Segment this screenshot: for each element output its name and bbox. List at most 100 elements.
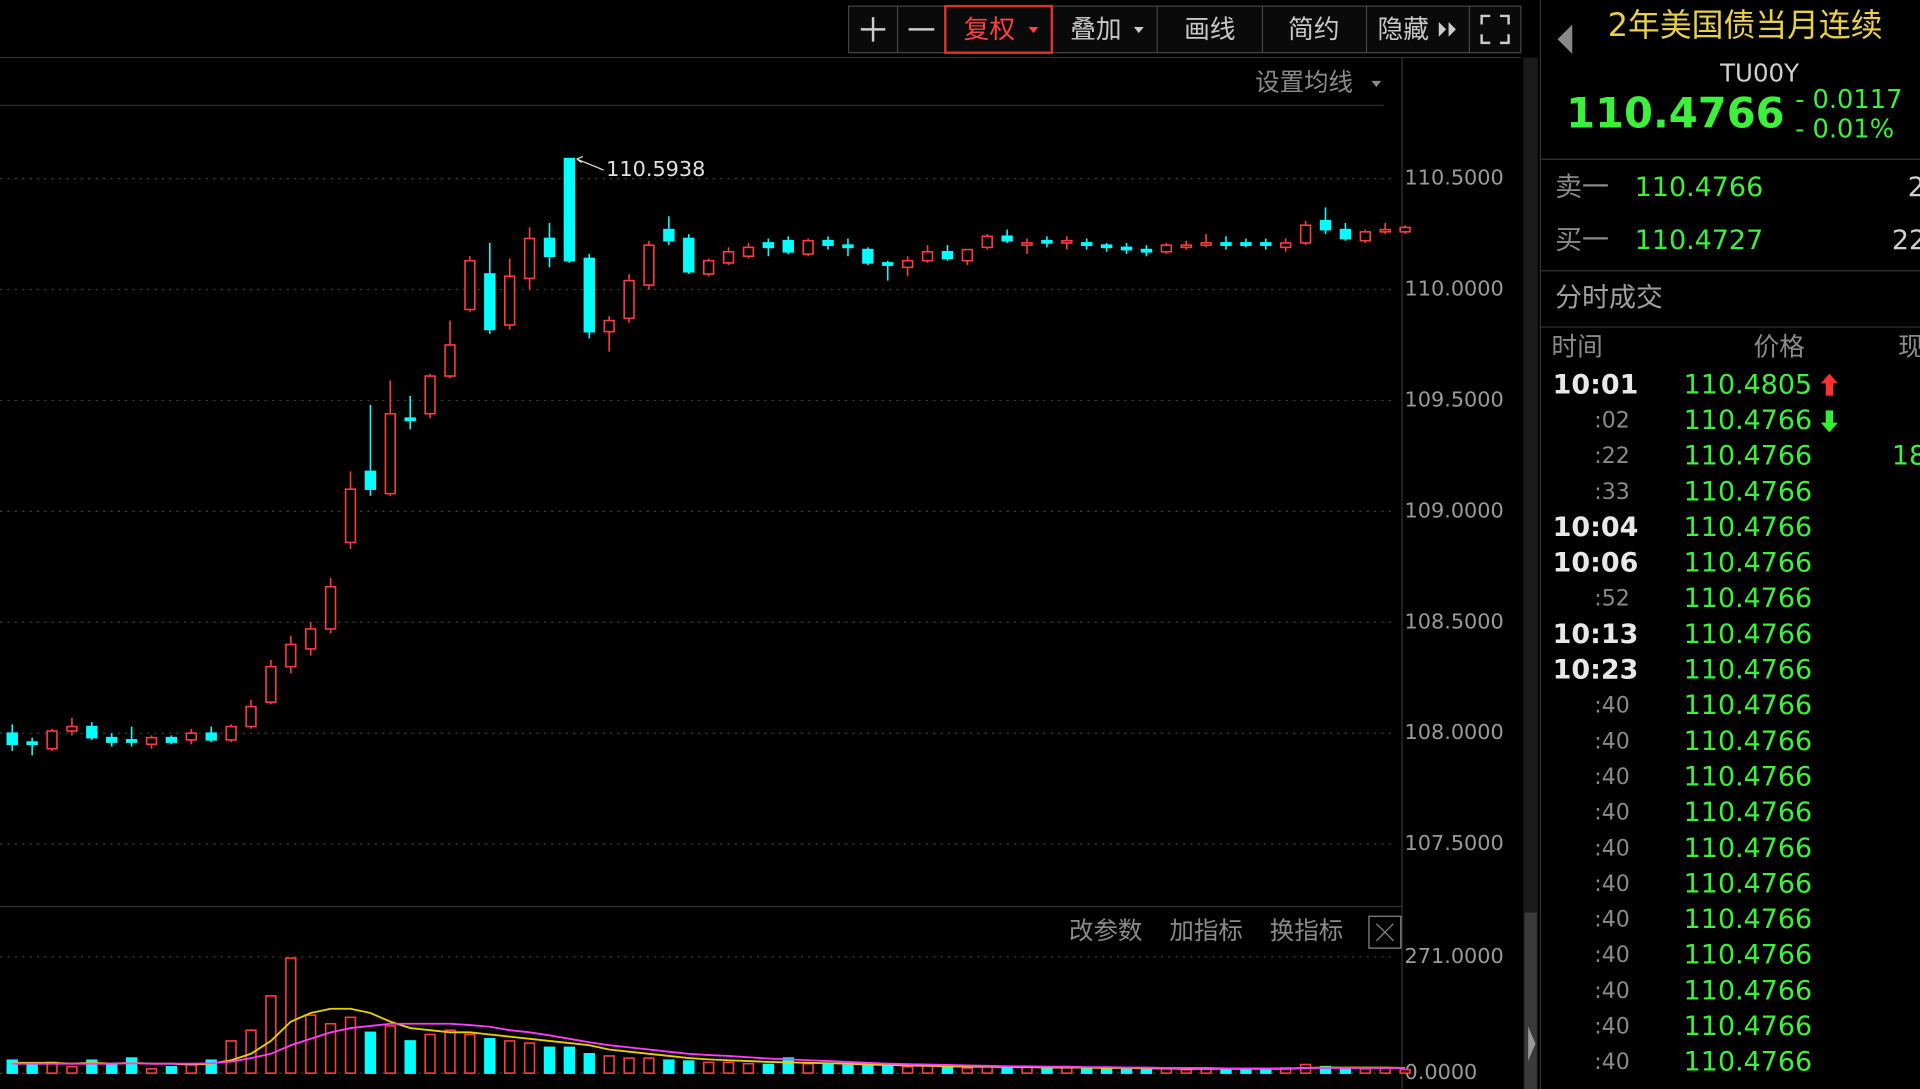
trade-time: 10:01	[1553, 369, 1639, 400]
trade-time: :40	[1594, 1015, 1629, 1040]
bid-label: 买一	[1555, 225, 1609, 256]
scrollbar[interactable]	[1523, 57, 1538, 1089]
trade-time: :40	[1594, 801, 1629, 826]
adjust-button[interactable]: 复权	[964, 15, 1015, 45]
trade-price: 110.4766	[1684, 797, 1813, 828]
close-indicator-button[interactable]	[1368, 915, 1402, 949]
volume-bar	[862, 1063, 874, 1074]
volume-bar	[663, 1059, 675, 1074]
candle-body	[742, 246, 755, 258]
trade-price: 110.4766	[1684, 583, 1813, 614]
ma-setting[interactable]: 设置均线	[1255, 67, 1353, 96]
annotation-arrow	[576, 155, 604, 171]
volume-bar	[185, 1063, 198, 1074]
candle-body	[106, 736, 118, 743]
candle-body	[1180, 244, 1192, 249]
candle-body	[464, 259, 476, 311]
candle-body	[504, 275, 516, 326]
volume-bar	[205, 1059, 217, 1074]
trade-price: 110.4805	[1684, 369, 1813, 400]
volume-bar	[305, 1014, 317, 1074]
volume-bar	[822, 1063, 834, 1074]
volume-bar	[324, 1022, 337, 1074]
simple-button[interactable]: 简约	[1288, 15, 1339, 45]
ask-label: 卖一	[1555, 172, 1609, 203]
trade-time: :40	[1594, 943, 1629, 968]
candle-body	[185, 732, 198, 741]
high-label: 110.5938	[606, 157, 705, 181]
volume-bar	[1180, 1068, 1192, 1074]
bid-volume: 22	[1892, 225, 1920, 256]
candle-body	[822, 239, 834, 246]
trade-price: 110.4766	[1684, 476, 1813, 507]
candle-body	[901, 259, 914, 269]
candle-body	[722, 251, 735, 264]
candle-body	[961, 248, 974, 262]
volume-bar	[364, 1031, 377, 1074]
candle-body	[981, 235, 993, 249]
candle-body	[225, 725, 237, 741]
volume-bar	[384, 1025, 396, 1074]
candle-body	[663, 228, 675, 242]
toolbar-frame	[847, 5, 1522, 54]
volume-bar	[265, 995, 277, 1074]
trade-time: :40	[1594, 836, 1629, 861]
bid-price: 110.4727	[1635, 225, 1764, 256]
column-header: 时间	[1551, 332, 1602, 362]
trade-time: 10:13	[1553, 619, 1639, 650]
indicator-button[interactable]: 加指标	[1169, 916, 1242, 945]
candle-body	[1339, 228, 1352, 240]
scrollbar-thumb[interactable]	[1524, 912, 1537, 1089]
volume-bar	[1240, 1068, 1252, 1074]
y-tick-label: 109.5000	[1404, 387, 1503, 411]
trade-price: 110.4766	[1684, 405, 1813, 436]
volume-bar	[285, 957, 297, 1074]
volume-bar	[106, 1063, 118, 1074]
overlay-button[interactable]: 叠加	[1070, 15, 1121, 45]
active-button-frame	[944, 4, 1054, 54]
candle-body	[543, 237, 556, 258]
candle-body	[1021, 242, 1033, 246]
zoom-in-button[interactable]	[860, 17, 886, 42]
candle-body	[643, 244, 655, 286]
volume-bar	[882, 1064, 894, 1074]
indicator-button[interactable]: 换指标	[1270, 916, 1343, 945]
volume-bar	[225, 1040, 237, 1074]
volume-bar	[702, 1061, 715, 1074]
indicator-button[interactable]: 改参数	[1069, 916, 1142, 945]
ask-price: 110.4766	[1635, 172, 1764, 203]
candle-body	[1280, 242, 1292, 249]
candle-body	[1160, 244, 1173, 253]
trade-price: 110.4766	[1684, 441, 1813, 472]
back-arrow[interactable]	[1557, 24, 1573, 54]
candle-body	[862, 248, 874, 264]
volume-bar	[623, 1057, 635, 1074]
volume-bar	[683, 1060, 695, 1074]
trade-price: 110.4766	[1684, 1011, 1813, 1042]
trade-time: :33	[1594, 480, 1629, 505]
candle-body	[1359, 231, 1371, 242]
candle-body	[802, 239, 814, 255]
y-tick-label: 110.0000	[1404, 277, 1503, 301]
draw-button[interactable]: 画线	[1184, 15, 1235, 45]
trade-time: 10:04	[1553, 512, 1639, 543]
candle-body	[1379, 228, 1391, 233]
hide-button[interactable]: 隐藏	[1378, 15, 1429, 45]
candle-body	[444, 344, 456, 377]
trades-title: 分时成交	[1555, 282, 1663, 313]
candle-body	[683, 237, 695, 273]
dropdown-icon	[1133, 26, 1144, 34]
candle-body	[1200, 242, 1212, 246]
instrument-title: 2年美国债当月连续	[1608, 6, 1883, 44]
fullscreen-button[interactable]	[1480, 14, 1510, 45]
quote-panel: 2年美国债当月连续 TU00Y 110.4766 - 0.0117 - 0.01…	[1539, 0, 1920, 1089]
candle-body	[1399, 226, 1411, 233]
volume-bar	[961, 1067, 974, 1074]
volume-bar	[404, 1040, 416, 1074]
trade-time: :40	[1594, 979, 1629, 1004]
y-tick-label: 109.0000	[1404, 498, 1503, 522]
volume-bar	[1081, 1068, 1093, 1074]
trade-price: 110.4766	[1684, 548, 1813, 579]
candle-body	[305, 628, 317, 650]
